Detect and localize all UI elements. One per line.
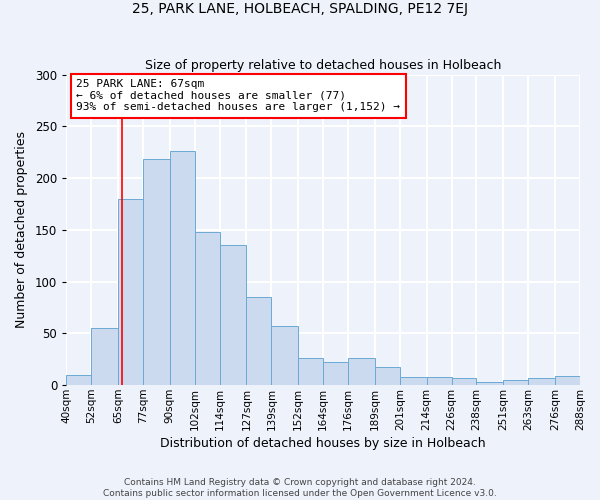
Bar <box>143 160 170 385</box>
Bar <box>528 378 555 385</box>
Text: 25 PARK LANE: 67sqm
← 6% of detached houses are smaller (77)
93% of semi-detache: 25 PARK LANE: 67sqm ← 6% of detached hou… <box>76 79 400 112</box>
Bar <box>375 366 400 385</box>
Bar <box>348 358 375 385</box>
X-axis label: Distribution of detached houses by size in Holbeach: Distribution of detached houses by size … <box>160 437 486 450</box>
Bar <box>476 382 503 385</box>
Bar <box>555 376 580 385</box>
Bar <box>427 377 452 385</box>
Text: Contains HM Land Registry data © Crown copyright and database right 2024.
Contai: Contains HM Land Registry data © Crown c… <box>103 478 497 498</box>
Bar <box>298 358 323 385</box>
Bar <box>271 326 298 385</box>
Bar <box>323 362 348 385</box>
Bar <box>91 328 118 385</box>
Bar <box>247 297 271 385</box>
Text: 25, PARK LANE, HOLBEACH, SPALDING, PE12 7EJ: 25, PARK LANE, HOLBEACH, SPALDING, PE12 … <box>132 2 468 16</box>
Bar <box>220 246 247 385</box>
Bar <box>503 380 528 385</box>
Bar <box>400 377 427 385</box>
Bar <box>66 375 91 385</box>
Bar <box>170 151 194 385</box>
Bar <box>452 378 476 385</box>
Bar <box>118 199 143 385</box>
Title: Size of property relative to detached houses in Holbeach: Size of property relative to detached ho… <box>145 59 501 72</box>
Y-axis label: Number of detached properties: Number of detached properties <box>15 132 28 328</box>
Bar <box>194 232 220 385</box>
